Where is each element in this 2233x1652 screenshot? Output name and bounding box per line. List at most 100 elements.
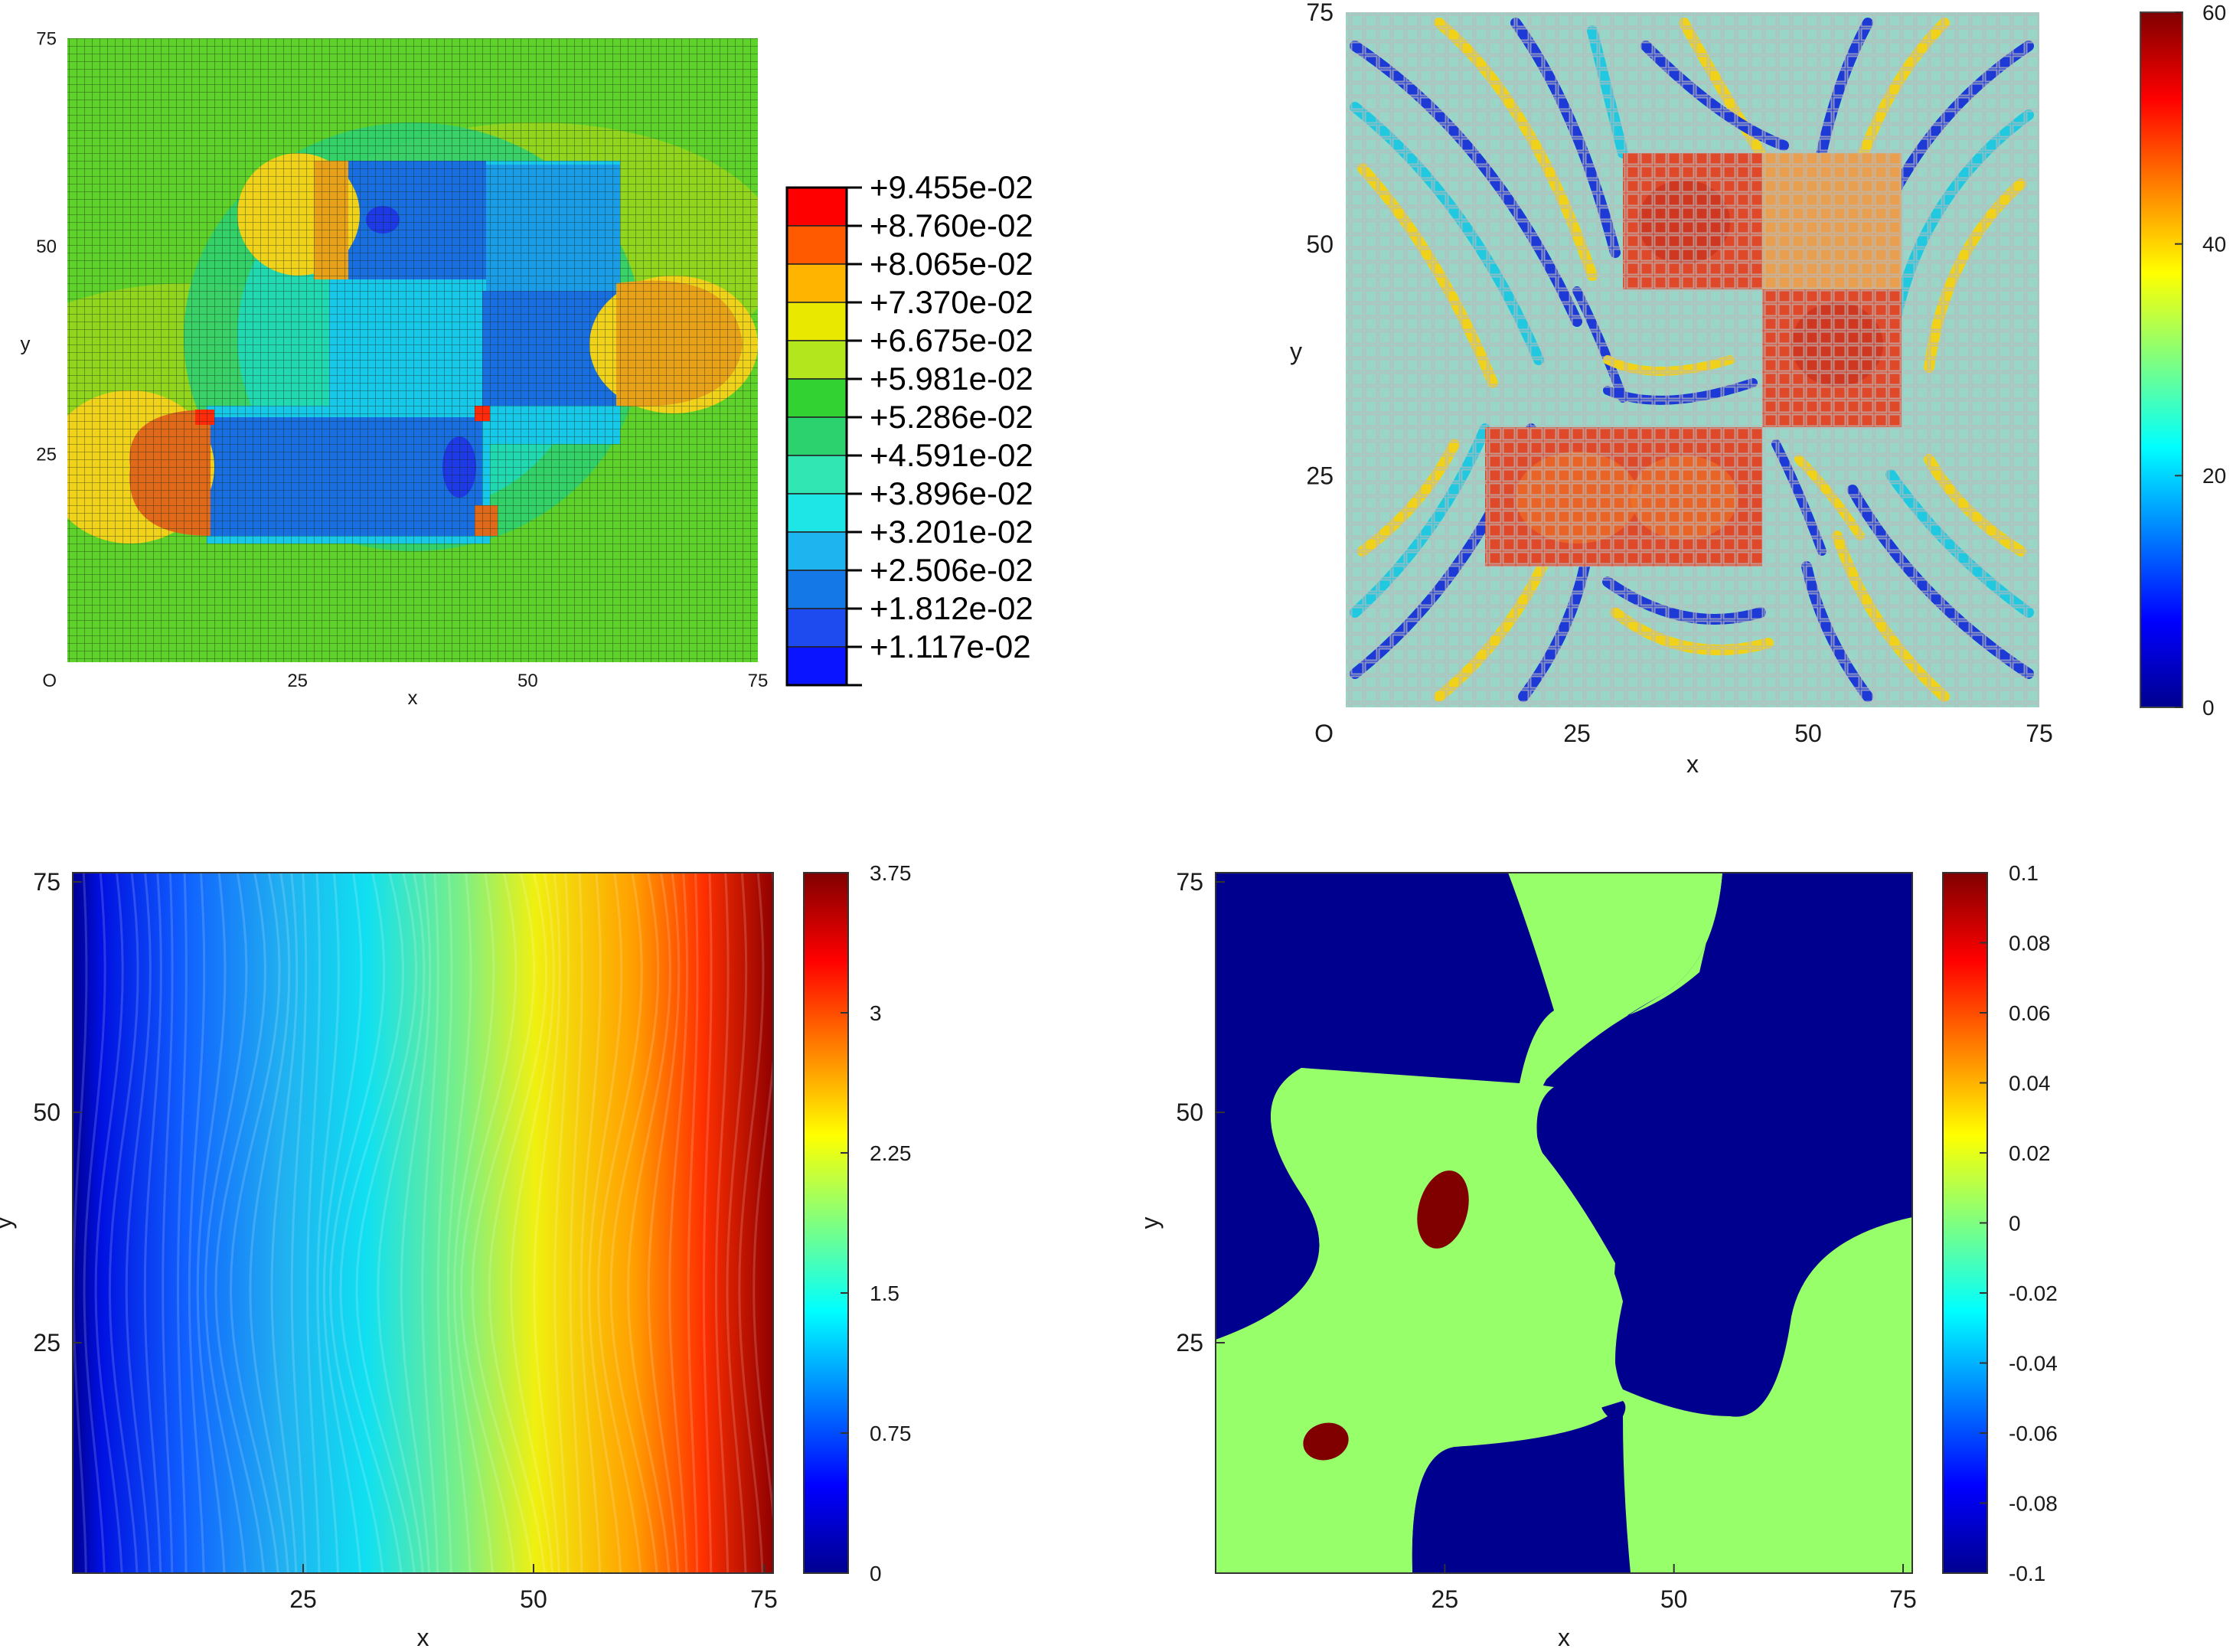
colorbar-tick-label: -0.06 (2009, 1422, 2058, 1445)
contour-line (229, 873, 281, 1573)
y-tick-label: 75 (1176, 868, 1203, 896)
axes-top-left: 25 50 75 25 50 75 Ox y (21, 28, 769, 709)
contour-line (421, 873, 439, 1573)
y-axis-label: y (1290, 338, 1302, 365)
legend-label: +1.117e-02 (870, 628, 1031, 664)
y-tick-label: 75 (33, 868, 60, 896)
contour-line (94, 873, 124, 1573)
contour-line (509, 873, 555, 1573)
legend-label: +5.981e-02 (870, 361, 1033, 397)
x-tick-label: 50 (1794, 720, 1822, 747)
contour-line (471, 873, 536, 1573)
legend-label: +5.286e-02 (870, 399, 1033, 435)
colorbar-top-right (2140, 12, 2182, 707)
origin-label: O (1314, 720, 1334, 747)
legend-swatch (786, 608, 847, 648)
contour-line (609, 873, 660, 1573)
legend-swatch (786, 455, 847, 495)
legend-label: +4.591e-02 (870, 437, 1033, 473)
x-tick-label: 25 (1563, 720, 1591, 747)
y-tick-label: 75 (1306, 0, 1334, 26)
colorbar-tick-label: 20 (2202, 464, 2226, 488)
contour-line (488, 873, 548, 1573)
contour-line (569, 873, 583, 1573)
legend-swatch (786, 378, 847, 418)
x-tick-label: 25 (289, 1585, 317, 1613)
contour-line (73, 873, 88, 1573)
x-tick-label: 25 (1432, 1585, 1459, 1613)
contour-line (377, 873, 426, 1573)
contour-line (290, 873, 308, 1573)
contour-line (143, 873, 162, 1573)
contour-line (596, 873, 643, 1573)
colorbar-tick-label: 0.08 (2009, 931, 2051, 955)
contour-line (738, 873, 765, 1573)
colorbar-tick-label: 2.25 (870, 1141, 912, 1165)
contour-line (668, 873, 689, 1573)
legend-label: +2.506e-02 (870, 552, 1033, 588)
contour-line (459, 873, 517, 1573)
legend-swatch (786, 225, 847, 265)
contour-line (553, 873, 570, 1573)
contour-line (452, 873, 495, 1573)
contour-line (83, 873, 106, 1573)
x-tick-label: 25 (287, 671, 308, 691)
contour-line (176, 873, 188, 1573)
legend-swatch (786, 187, 847, 227)
colorbar-tick-label: -0.08 (2009, 1491, 2058, 1515)
legend-label: +8.065e-02 (870, 246, 1033, 282)
contour-line (533, 873, 561, 1573)
colorbar-tick-label: 0.04 (2009, 1071, 2051, 1095)
colorbar-tick-label: 0 (870, 1562, 882, 1585)
legend-label: +3.201e-02 (870, 514, 1033, 550)
axes-bottom-left: 25 50 75 25 50 75 x y 0 0.75 1.5 2.25 3 3.75 (0, 861, 912, 1651)
contour-line (196, 873, 227, 1573)
legend-label: +1.812e-02 (870, 590, 1033, 626)
colorbar-tick-label: -0.04 (2009, 1351, 2058, 1375)
legend-swatch (786, 263, 847, 303)
x-tick-label: 50 (520, 1585, 547, 1613)
contour-line (702, 873, 713, 1573)
legend-top-left: +9.455e-02+8.760e-02+8.065e-02+7.370e-02… (785, 169, 1033, 687)
panel-top-left: +9.455e-02+8.760e-02+8.065e-02+7.370e-02… (21, 28, 1033, 709)
axes-bottom-right: 25 50 75 25 50 75 x y -0.1 -0.08 -0.06 -0.04 -0.02 0 0… (1136, 861, 2058, 1651)
y-tick-label: 25 (36, 445, 57, 465)
colorbar-tick-label: 0.75 (870, 1422, 912, 1445)
contour-line (214, 873, 267, 1573)
contour-line (306, 873, 322, 1573)
contour-line (270, 873, 299, 1573)
contour-line (316, 873, 340, 1573)
y-axis-label: y (1136, 1217, 1164, 1229)
colorbar-tick-label: 3 (870, 1001, 882, 1025)
colorbar-tick-label: 60 (2202, 1, 2226, 24)
contour-line (204, 873, 248, 1573)
x-tick-label: 50 (517, 671, 538, 691)
x-axis-label: x (408, 686, 418, 709)
y-axis-label: y (21, 332, 31, 355)
colorbar-tick-label: -0.1 (2009, 1562, 2045, 1585)
colorbar-tick-label: 0.1 (2009, 861, 2039, 885)
plot-area-top-right (1346, 12, 2039, 707)
legend-label: +7.370e-02 (870, 284, 1033, 320)
y-tick-label: 25 (1176, 1329, 1203, 1357)
colorbar-tick-label: 0 (2009, 1211, 2021, 1235)
contour-line (322, 873, 363, 1573)
contour-line (626, 873, 671, 1573)
contour-line (714, 873, 730, 1573)
colorbar-bottom-left (804, 873, 848, 1573)
contour-line (726, 873, 748, 1573)
contour-line (188, 873, 206, 1573)
x-axis-label: x (1686, 750, 1699, 778)
x-tick-label: 75 (2026, 720, 2053, 747)
y-axis-label: y (0, 1217, 17, 1229)
origin-label: O (42, 671, 57, 691)
y-tick-label: 25 (33, 1329, 60, 1357)
y-tick-label: 50 (1176, 1099, 1203, 1126)
colorbar-tick-label: 40 (2202, 232, 2226, 256)
contour-line (687, 873, 699, 1573)
colorbar-tick-label: 0.06 (2009, 1001, 2051, 1025)
colorbar-tick-label: -0.02 (2009, 1281, 2058, 1305)
contour-line (108, 873, 139, 1573)
legend-label: +6.675e-02 (870, 322, 1033, 358)
